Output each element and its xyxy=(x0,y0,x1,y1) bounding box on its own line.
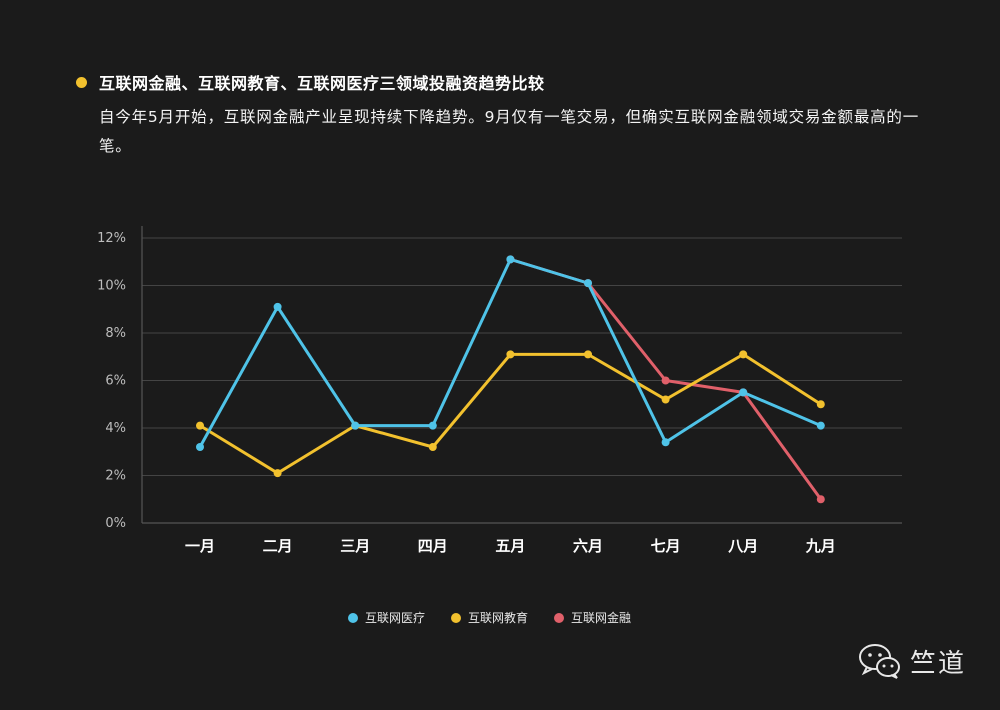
data-point-1 xyxy=(196,421,204,430)
x-tick-label: 六月 xyxy=(573,537,603,555)
legend-item-education: 互联网教育 xyxy=(451,609,528,626)
data-point-0 xyxy=(273,302,282,311)
data-point-0 xyxy=(739,388,748,397)
data-point-1 xyxy=(816,400,825,409)
legend-label: 互联网教育 xyxy=(468,611,529,625)
x-tick-label: 九月 xyxy=(805,537,836,555)
wechat-icon xyxy=(858,644,900,679)
chart-title: 互联网金融、互联网教育、互联网医疗三领域投融资趋势比较 xyxy=(99,74,545,93)
legend-label: 互联网金融 xyxy=(571,611,632,625)
data-point-0 xyxy=(584,279,592,288)
y-tick-label: 2% xyxy=(105,469,126,484)
data-point-1 xyxy=(661,395,670,404)
data-point-1 xyxy=(739,350,748,359)
y-tick-label: 8% xyxy=(105,326,126,341)
x-tick-label: 二月 xyxy=(263,537,293,555)
y-tick-label: 0% xyxy=(105,516,126,531)
y-tick-label: 12% xyxy=(97,231,126,246)
legend: 互联网医疗 互联网教育 互联网金融 xyxy=(348,609,657,626)
watermark-text: 竺道 xyxy=(909,648,966,679)
data-point-1 xyxy=(584,350,592,359)
x-tick-label: 七月 xyxy=(651,537,681,555)
y-tick-label: 6% xyxy=(105,374,126,389)
legend-item-medical: 互联网医疗 xyxy=(348,609,425,626)
data-point-1 xyxy=(273,469,282,478)
data-point-0 xyxy=(506,255,515,264)
x-tick-label: 五月 xyxy=(495,537,525,555)
data-point-2 xyxy=(661,376,670,385)
x-tick-label: 四月 xyxy=(418,537,448,555)
data-point-0 xyxy=(816,421,825,430)
y-tick-label: 10% xyxy=(97,279,126,294)
x-tick-label: 一月 xyxy=(185,537,215,555)
legend-dot xyxy=(348,612,358,623)
series-line-1 xyxy=(198,352,823,475)
y-tick-label: 4% xyxy=(105,421,126,436)
legend-dot xyxy=(451,612,462,623)
data-point-0 xyxy=(196,443,204,451)
data-point-0 xyxy=(428,421,437,430)
header: 互联网金融、互联网教育、互联网医疗三领域投融资趋势比较 自今年5月开始，互联网金… xyxy=(76,70,936,161)
title-row: 互联网金融、互联网教育、互联网医疗三领域投融资趋势比较 xyxy=(76,70,936,94)
legend-dot xyxy=(554,612,565,623)
watermark: 竺道 xyxy=(858,642,966,680)
data-point-1 xyxy=(428,443,437,451)
chart-description: 自今年5月开始，互联网金融产业呈现持续下降趋势。9月仅有一笔交易，但确实互联网金… xyxy=(99,108,920,155)
x-tick-label: 八月 xyxy=(727,537,758,555)
data-point-2 xyxy=(816,495,825,504)
legend-item-finance: 互联网金融 xyxy=(554,609,631,626)
data-point-1 xyxy=(506,350,515,359)
bullet-icon xyxy=(76,76,87,88)
legend-label: 互联网医疗 xyxy=(365,611,426,625)
data-point-0 xyxy=(661,438,670,447)
x-tick-label: 三月 xyxy=(340,537,370,555)
data-point-0 xyxy=(351,421,360,430)
